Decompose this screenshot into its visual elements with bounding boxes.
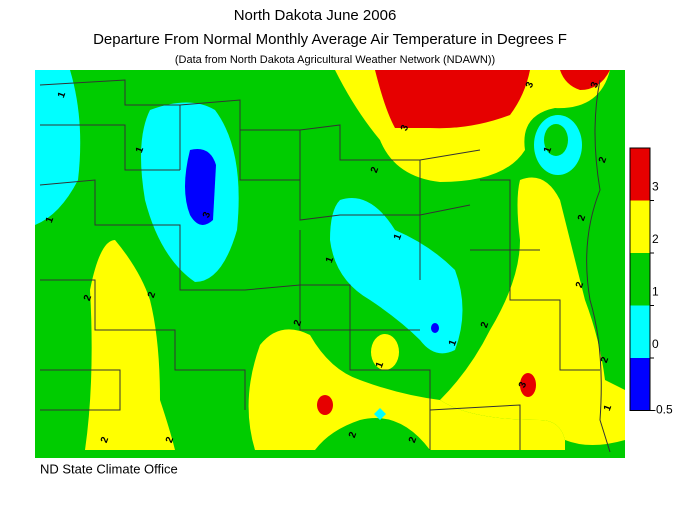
zone bbox=[248, 329, 566, 450]
contour-label: 3 bbox=[399, 123, 411, 132]
contour-label: 1 bbox=[392, 232, 404, 241]
contour-label: 1 bbox=[134, 145, 146, 154]
zone bbox=[85, 240, 175, 450]
contour-label: 3 bbox=[517, 380, 529, 389]
contour-label: 1 bbox=[602, 403, 614, 412]
contour-label: 2 bbox=[479, 320, 491, 329]
legend-swatch bbox=[630, 200, 650, 253]
contour-label: 3 bbox=[201, 210, 213, 219]
source-note: (Data from North Dakota Agricultural Wea… bbox=[175, 54, 495, 66]
contour-label: 1 bbox=[447, 338, 459, 347]
contour-label: 2 bbox=[99, 435, 111, 444]
legend-tick-label: 3 bbox=[652, 180, 659, 194]
footer: ND State Climate Office bbox=[40, 461, 178, 476]
legend-tick-label: 2 bbox=[652, 232, 659, 246]
contour-label: 2 bbox=[369, 165, 381, 174]
contour-label: 2 bbox=[82, 293, 94, 302]
contour-label: 3 bbox=[524, 80, 536, 89]
contour-labels: 1 1 1 3 2 2 2 1 1 2 1 3 3 3 1 2 2 2 2 3 1 2 2 2 2 2 1 bbox=[44, 80, 614, 444]
contour-label: 2 bbox=[347, 430, 359, 439]
zone bbox=[317, 395, 333, 415]
contour-label: 2 bbox=[576, 213, 588, 222]
contour-label: 3 bbox=[589, 80, 601, 89]
zone bbox=[330, 198, 463, 354]
zone bbox=[35, 70, 81, 225]
zone bbox=[440, 177, 625, 445]
contour-label: 1 bbox=[56, 90, 68, 99]
contour-label: 2 bbox=[146, 290, 158, 299]
zone bbox=[520, 373, 536, 397]
contour-label: 2 bbox=[574, 280, 586, 289]
map: 1 1 1 3 2 2 2 1 1 2 1 3 3 3 1 2 2 2 2 3 1 2 2 2 2 2 1 bbox=[35, 70, 625, 458]
zone bbox=[375, 70, 530, 129]
county-lines bbox=[39, 79, 611, 453]
contour-label: 1 bbox=[324, 255, 336, 264]
contour-label: 2 bbox=[599, 355, 611, 364]
legend-frame bbox=[629, 147, 651, 411]
legend-tick-label: 0 bbox=[652, 337, 659, 351]
legend-swatch bbox=[630, 358, 650, 411]
zone bbox=[374, 408, 386, 420]
legend-swatch bbox=[630, 148, 650, 201]
title: North Dakota June 2006 bbox=[234, 7, 397, 24]
contour-label: 2 bbox=[164, 435, 176, 444]
zone bbox=[560, 70, 610, 90]
legend-swatch bbox=[630, 305, 650, 358]
zone bbox=[431, 323, 439, 333]
legend: 3 2 1 0 -0.5 bbox=[629, 147, 673, 417]
contour-label: 1 bbox=[44, 215, 56, 224]
zone bbox=[371, 334, 399, 370]
contour-label: 2 bbox=[597, 155, 609, 164]
zone bbox=[544, 124, 568, 156]
zone bbox=[185, 149, 216, 225]
legend-tick-label: -0.5 bbox=[652, 403, 673, 417]
contour-label: 1 bbox=[542, 145, 554, 154]
contour-label: 2 bbox=[407, 435, 419, 444]
contour-label: 1 bbox=[374, 360, 386, 369]
legend-swatch bbox=[630, 253, 650, 306]
contour-label: 2 bbox=[292, 318, 304, 327]
legend-tick-label: 1 bbox=[652, 285, 659, 299]
subtitle: Departure From Normal Monthly Average Ai… bbox=[93, 31, 567, 48]
